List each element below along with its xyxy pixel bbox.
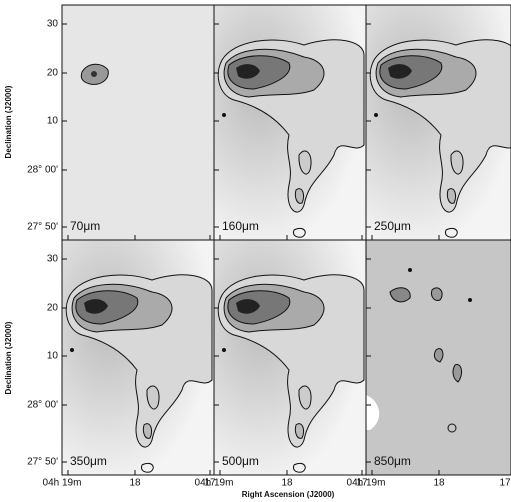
panel-160 [213,4,367,241]
y-axis-label: Declination (J2000) [4,85,13,158]
y-axis-label: Declination (J2000) [4,321,13,394]
x-tick-label: 17 [204,478,216,489]
panel-label: 350μm [70,454,107,468]
x-tick-label: 18 [433,478,445,489]
panel-500 [213,239,367,476]
x-tick-label: 04h 19m [347,478,386,489]
y-tick-label: 28° 00' [27,400,58,411]
y-tick-label: 10 [47,116,59,127]
panel-label: 70μm [70,219,100,233]
panel-label: 500μm [222,454,259,468]
panel-70 [62,5,214,240]
x-axis-label: Right Ascension (J2000) [242,490,335,499]
panel-label: 160μm [222,219,259,233]
y-tick-label: 30 [47,19,59,30]
y-tick-label: 27° 50' [27,457,58,468]
x-tick-label: 04h 19m [195,478,234,489]
y-tick-label: 10 [47,351,59,362]
y-tick-label: 30 [47,254,59,265]
x-tick-label: 18 [281,478,293,489]
y-tick-label: 27° 50' [27,222,58,233]
panel-850 [366,240,511,475]
x-tick-label: 04h 19m [43,478,82,489]
panel-250 [365,4,511,241]
x-tick-label: 17 [499,478,511,489]
y-tick-label: 20 [47,303,59,314]
x-tick-label: 17 [356,478,368,489]
panel-350 [61,239,215,476]
y-tick-label: 28° 00' [27,165,58,176]
x-tick-label: 18 [129,478,141,489]
panel-label: 850μm [374,454,411,468]
panel-label: 250μm [374,219,411,233]
y-tick-label: 20 [47,68,59,79]
